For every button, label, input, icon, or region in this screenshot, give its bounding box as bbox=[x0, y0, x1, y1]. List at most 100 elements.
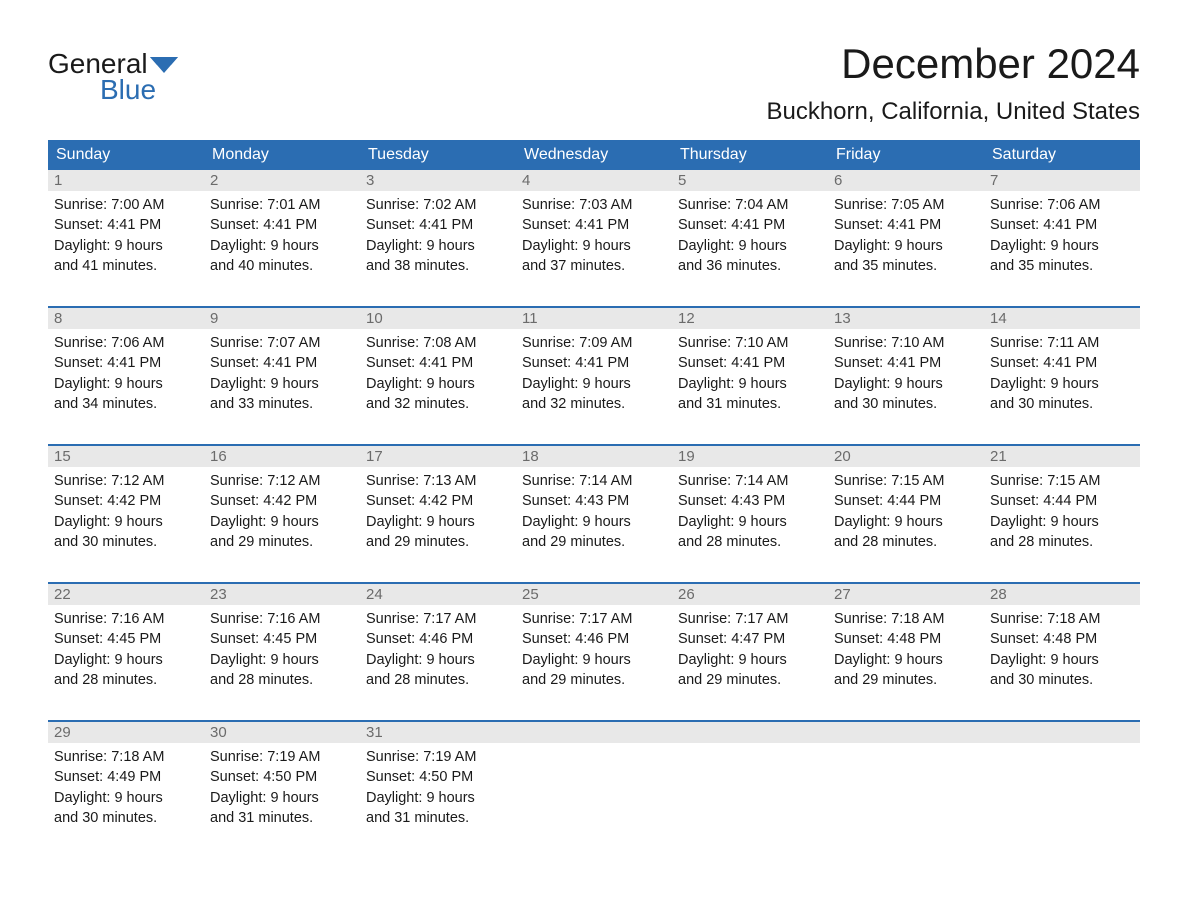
title-section: December 2024 Buckhorn, California, Unit… bbox=[766, 40, 1140, 126]
day-number: 1 bbox=[48, 170, 204, 191]
day-daylight1: Daylight: 9 hours bbox=[366, 788, 510, 808]
day-sunset: Sunset: 4:43 PM bbox=[678, 491, 822, 511]
day-sunset: Sunset: 4:41 PM bbox=[522, 215, 666, 235]
day-daylight1: Daylight: 9 hours bbox=[678, 236, 822, 256]
day-daylight2: and 29 minutes. bbox=[678, 670, 822, 690]
day-cell: 13Sunrise: 7:10 AMSunset: 4:41 PMDayligh… bbox=[828, 308, 984, 436]
day-number: 23 bbox=[204, 584, 360, 605]
day-number: 17 bbox=[360, 446, 516, 467]
day-number: 20 bbox=[828, 446, 984, 467]
day-sunrise: Sunrise: 7:12 AM bbox=[210, 471, 354, 491]
day-daylight1: Daylight: 9 hours bbox=[210, 374, 354, 394]
day-cell: 10Sunrise: 7:08 AMSunset: 4:41 PMDayligh… bbox=[360, 308, 516, 436]
day-number: 2 bbox=[204, 170, 360, 191]
day-cell bbox=[828, 722, 984, 850]
day-number: 12 bbox=[672, 308, 828, 329]
day-sunrise: Sunrise: 7:14 AM bbox=[522, 471, 666, 491]
month-title: December 2024 bbox=[766, 40, 1140, 88]
day-content: Sunrise: 7:07 AMSunset: 4:41 PMDaylight:… bbox=[204, 329, 360, 418]
day-cell: 30Sunrise: 7:19 AMSunset: 4:50 PMDayligh… bbox=[204, 722, 360, 850]
day-daylight1: Daylight: 9 hours bbox=[990, 374, 1134, 394]
day-content: Sunrise: 7:02 AMSunset: 4:41 PMDaylight:… bbox=[360, 191, 516, 280]
day-content: Sunrise: 7:15 AMSunset: 4:44 PMDaylight:… bbox=[828, 467, 984, 556]
day-number: 9 bbox=[204, 308, 360, 329]
week-row: 15Sunrise: 7:12 AMSunset: 4:42 PMDayligh… bbox=[48, 444, 1140, 574]
day-sunset: Sunset: 4:50 PM bbox=[210, 767, 354, 787]
day-number: 11 bbox=[516, 308, 672, 329]
day-content: Sunrise: 7:05 AMSunset: 4:41 PMDaylight:… bbox=[828, 191, 984, 280]
day-daylight2: and 28 minutes. bbox=[990, 532, 1134, 552]
day-cell: 9Sunrise: 7:07 AMSunset: 4:41 PMDaylight… bbox=[204, 308, 360, 436]
day-content: Sunrise: 7:18 AMSunset: 4:49 PMDaylight:… bbox=[48, 743, 204, 832]
day-daylight2: and 35 minutes. bbox=[834, 256, 978, 276]
day-number: 22 bbox=[48, 584, 204, 605]
day-daylight1: Daylight: 9 hours bbox=[54, 788, 198, 808]
day-daylight2: and 28 minutes. bbox=[366, 670, 510, 690]
day-cell: 6Sunrise: 7:05 AMSunset: 4:41 PMDaylight… bbox=[828, 170, 984, 298]
day-sunrise: Sunrise: 7:04 AM bbox=[678, 195, 822, 215]
day-daylight1: Daylight: 9 hours bbox=[522, 650, 666, 670]
day-sunset: Sunset: 4:43 PM bbox=[522, 491, 666, 511]
day-cell: 4Sunrise: 7:03 AMSunset: 4:41 PMDaylight… bbox=[516, 170, 672, 298]
day-sunset: Sunset: 4:41 PM bbox=[522, 353, 666, 373]
day-daylight2: and 28 minutes. bbox=[54, 670, 198, 690]
day-number: 10 bbox=[360, 308, 516, 329]
day-sunrise: Sunrise: 7:16 AM bbox=[54, 609, 198, 629]
day-sunrise: Sunrise: 7:17 AM bbox=[366, 609, 510, 629]
day-number: 31 bbox=[360, 722, 516, 743]
day-sunset: Sunset: 4:45 PM bbox=[54, 629, 198, 649]
day-sunset: Sunset: 4:48 PM bbox=[990, 629, 1134, 649]
day-sunset: Sunset: 4:41 PM bbox=[210, 215, 354, 235]
day-sunset: Sunset: 4:41 PM bbox=[210, 353, 354, 373]
day-daylight1: Daylight: 9 hours bbox=[366, 236, 510, 256]
day-daylight1: Daylight: 9 hours bbox=[210, 788, 354, 808]
day-sunrise: Sunrise: 7:10 AM bbox=[678, 333, 822, 353]
day-daylight2: and 38 minutes. bbox=[366, 256, 510, 276]
day-sunrise: Sunrise: 7:13 AM bbox=[366, 471, 510, 491]
day-cell bbox=[672, 722, 828, 850]
day-sunrise: Sunrise: 7:09 AM bbox=[522, 333, 666, 353]
day-number: 28 bbox=[984, 584, 1140, 605]
day-daylight2: and 29 minutes. bbox=[522, 670, 666, 690]
day-header-sunday: Sunday bbox=[48, 140, 204, 170]
day-content: Sunrise: 7:18 AMSunset: 4:48 PMDaylight:… bbox=[828, 605, 984, 694]
day-daylight1: Daylight: 9 hours bbox=[54, 236, 198, 256]
day-sunset: Sunset: 4:41 PM bbox=[54, 215, 198, 235]
day-daylight2: and 34 minutes. bbox=[54, 394, 198, 414]
day-daylight1: Daylight: 9 hours bbox=[366, 512, 510, 532]
day-daylight2: and 31 minutes. bbox=[678, 394, 822, 414]
day-sunset: Sunset: 4:41 PM bbox=[834, 353, 978, 373]
day-cell: 7Sunrise: 7:06 AMSunset: 4:41 PMDaylight… bbox=[984, 170, 1140, 298]
day-daylight1: Daylight: 9 hours bbox=[210, 512, 354, 532]
location-text: Buckhorn, California, United States bbox=[766, 98, 1140, 126]
day-cell: 1Sunrise: 7:00 AMSunset: 4:41 PMDaylight… bbox=[48, 170, 204, 298]
day-number bbox=[672, 722, 828, 743]
day-cell: 31Sunrise: 7:19 AMSunset: 4:50 PMDayligh… bbox=[360, 722, 516, 850]
day-daylight1: Daylight: 9 hours bbox=[834, 650, 978, 670]
week-row: 1Sunrise: 7:00 AMSunset: 4:41 PMDaylight… bbox=[48, 170, 1140, 298]
day-number: 8 bbox=[48, 308, 204, 329]
day-sunrise: Sunrise: 7:06 AM bbox=[990, 195, 1134, 215]
day-sunset: Sunset: 4:42 PM bbox=[210, 491, 354, 511]
day-sunset: Sunset: 4:47 PM bbox=[678, 629, 822, 649]
day-daylight1: Daylight: 9 hours bbox=[990, 650, 1134, 670]
day-cell bbox=[516, 722, 672, 850]
day-daylight2: and 31 minutes. bbox=[366, 808, 510, 828]
day-sunset: Sunset: 4:41 PM bbox=[54, 353, 198, 373]
day-daylight1: Daylight: 9 hours bbox=[54, 650, 198, 670]
day-content: Sunrise: 7:14 AMSunset: 4:43 PMDaylight:… bbox=[516, 467, 672, 556]
day-sunrise: Sunrise: 7:01 AM bbox=[210, 195, 354, 215]
day-cell: 12Sunrise: 7:10 AMSunset: 4:41 PMDayligh… bbox=[672, 308, 828, 436]
day-sunset: Sunset: 4:41 PM bbox=[366, 353, 510, 373]
day-sunrise: Sunrise: 7:17 AM bbox=[678, 609, 822, 629]
day-sunrise: Sunrise: 7:17 AM bbox=[522, 609, 666, 629]
day-daylight1: Daylight: 9 hours bbox=[210, 650, 354, 670]
day-number: 19 bbox=[672, 446, 828, 467]
day-cell: 15Sunrise: 7:12 AMSunset: 4:42 PMDayligh… bbox=[48, 446, 204, 574]
day-daylight1: Daylight: 9 hours bbox=[366, 650, 510, 670]
calendar: Sunday Monday Tuesday Wednesday Thursday… bbox=[48, 140, 1140, 850]
day-daylight2: and 30 minutes. bbox=[990, 394, 1134, 414]
day-cell: 27Sunrise: 7:18 AMSunset: 4:48 PMDayligh… bbox=[828, 584, 984, 712]
day-cell: 19Sunrise: 7:14 AMSunset: 4:43 PMDayligh… bbox=[672, 446, 828, 574]
day-content: Sunrise: 7:17 AMSunset: 4:47 PMDaylight:… bbox=[672, 605, 828, 694]
